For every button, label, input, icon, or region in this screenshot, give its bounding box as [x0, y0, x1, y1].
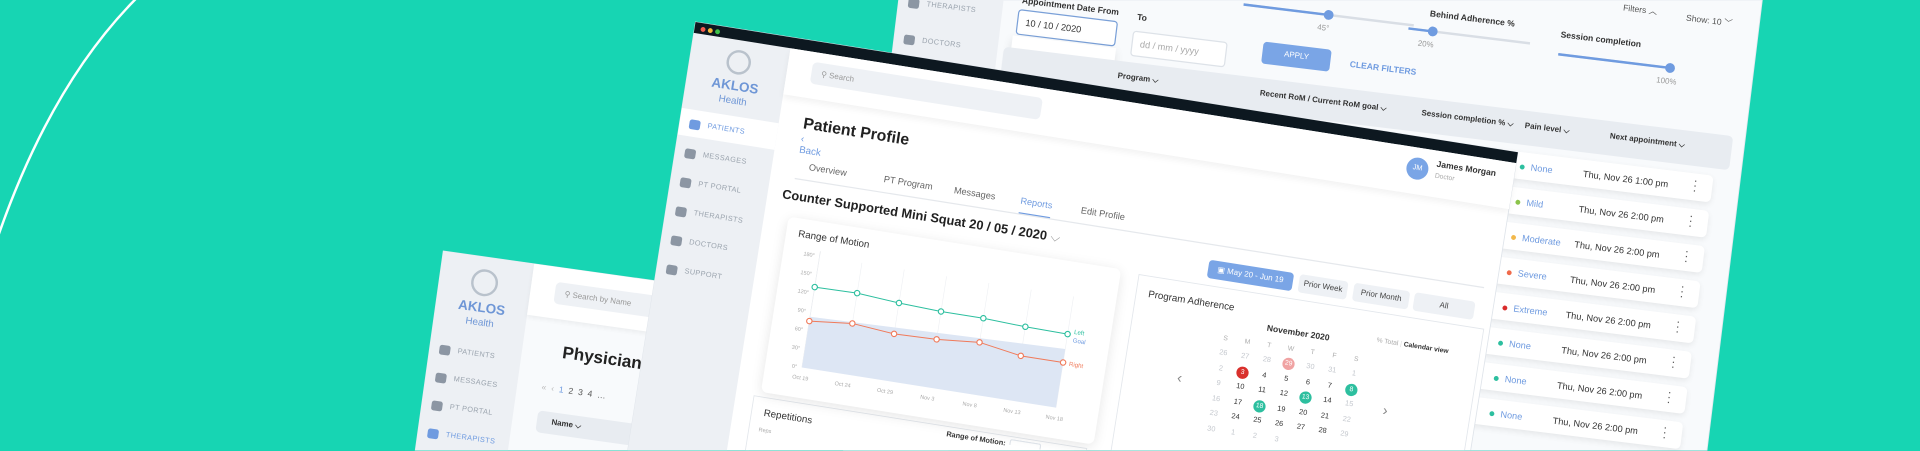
data-point-right [933, 336, 940, 343]
y-tick-label: 120° [797, 289, 809, 297]
search-placeholder: Search [828, 71, 855, 85]
program-adherence-card-background [1110, 274, 1485, 451]
y-tick-label: 0° [791, 364, 797, 371]
range-label: May 20 - Jun 19 [1226, 267, 1285, 285]
data-point-left [1064, 330, 1071, 338]
x-tick-label: Oct 24 [834, 381, 851, 389]
back-link[interactable]: ‹ Back [798, 133, 823, 158]
search-icon: ⚲ [820, 70, 828, 80]
grid-line [1055, 296, 1074, 408]
data-point-right [890, 330, 898, 338]
data-point-right [976, 339, 983, 346]
y-tick-label: 150° [800, 270, 812, 278]
user-role: Doctor [1434, 172, 1455, 184]
x-tick-label: Oct 19 [792, 374, 809, 382]
range-label: Prior Week [1302, 279, 1344, 295]
headset-icon [665, 264, 678, 276]
range-label: All [1438, 301, 1450, 312]
series-label: Right [1068, 361, 1083, 370]
therapist-icon [674, 206, 688, 218]
data-point-left [811, 283, 818, 291]
y-tick-label: 30° [791, 345, 800, 352]
y-tick-label: 60° [794, 326, 803, 333]
close-window-button[interactable] [700, 26, 706, 32]
data-point-left [853, 289, 861, 297]
chevron-down-icon: ⌵ [1049, 229, 1062, 246]
goal-area [801, 316, 1066, 408]
avatar[interactable]: JM [1404, 156, 1431, 182]
goal-label: Goal [1072, 337, 1086, 346]
y-tick-label: 180° [803, 251, 815, 259]
data-point-left [980, 314, 987, 322]
minimize-window-button[interactable] [707, 27, 714, 33]
messages-icon [683, 148, 697, 160]
data-point-right [1017, 352, 1025, 360]
data-point-right [1059, 359, 1067, 366]
x-tick-label: Nov 13 [1003, 408, 1021, 417]
x-tick-label: Nov 3 [920, 395, 935, 403]
portal-icon [679, 177, 692, 189]
x-tick-label: Nov 8 [962, 401, 977, 409]
y-tick-label: 90° [797, 308, 806, 315]
series-label: Left [1074, 329, 1085, 338]
data-point-left [1022, 323, 1029, 331]
doctor-icon [670, 235, 683, 247]
range-label: Prior Month [1360, 288, 1403, 304]
x-tick-label: Nov 18 [1045, 414, 1063, 423]
sidebar-background [415, 251, 535, 451]
x-tick-label: Oct 29 [876, 388, 893, 396]
range-of-motion-chart: Oct 19 Oct 24 Oct 29 Nov 3 Nov 8 Nov 13 Nov 18… [791, 251, 1086, 423]
data-point-left [895, 299, 903, 307]
repetitions-card-background [744, 395, 1088, 451]
data-point-right [806, 317, 813, 325]
maximize-window-button[interactable] [714, 28, 721, 34]
data-point-left [937, 308, 945, 315]
chevron-left-icon: ‹ [800, 133, 806, 145]
decorative-arc [0, 0, 137, 235]
data-point-right [849, 320, 856, 327]
patients-icon [688, 119, 701, 131]
